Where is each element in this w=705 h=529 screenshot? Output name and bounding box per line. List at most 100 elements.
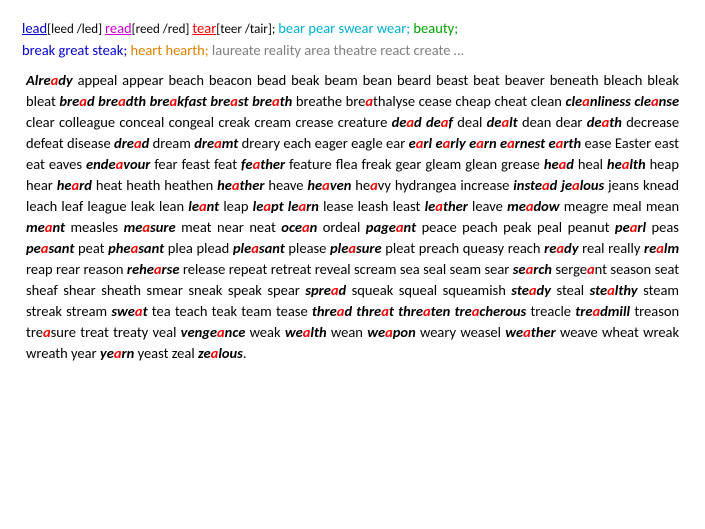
word: leave (472, 197, 503, 215)
word: pageant (366, 218, 416, 236)
word: pleat (385, 239, 415, 257)
word: meal (613, 197, 642, 215)
word: real (582, 239, 604, 257)
word: Easter (615, 134, 651, 152)
word: please (288, 239, 326, 257)
word: leak (131, 197, 155, 215)
word: heave (268, 176, 303, 194)
word: lean (159, 197, 184, 215)
word: beneath (550, 71, 599, 89)
word: mean (646, 197, 679, 215)
word: wreak (643, 323, 679, 341)
word: peace (422, 218, 457, 236)
word-list: Already appeal appear beach beacon bead … (22, 70, 683, 364)
word: stream (66, 302, 107, 320)
word: squeak (352, 281, 394, 299)
word: earth (549, 134, 582, 152)
word: disease (67, 134, 111, 152)
word: peat (78, 239, 105, 257)
word: heard (57, 176, 92, 194)
word: heal (578, 155, 603, 173)
word: queasy (463, 239, 504, 257)
word: earl (409, 134, 432, 152)
word: bleach (604, 71, 643, 89)
word: yearn (100, 344, 134, 362)
word: cheat (494, 92, 527, 110)
word: weather (505, 323, 556, 341)
word: dealt (487, 113, 518, 131)
word: weak (250, 323, 281, 341)
word: peasant (26, 239, 74, 257)
word: search (513, 260, 552, 278)
word: heavy (355, 176, 391, 194)
word: team (241, 302, 271, 320)
word: weasel (460, 323, 501, 341)
word: sheath (101, 281, 141, 299)
word: vengeance (181, 323, 246, 341)
word: sweat (111, 302, 147, 320)
word: ocean (281, 218, 317, 236)
header-line-2: break great steak; heart hearth; laureat… (22, 40, 683, 61)
word: plead (197, 239, 230, 257)
header-fragment: tear (192, 19, 216, 37)
word: feast (182, 155, 211, 173)
word: each (283, 134, 311, 152)
word: flea (336, 155, 358, 173)
word: beach (168, 71, 204, 89)
word: breathe (296, 92, 342, 110)
word: spread (305, 281, 346, 299)
header-fragment: [leed /led] (47, 22, 105, 37)
word: bead (257, 71, 286, 89)
word: reap (26, 260, 53, 278)
word: eager (315, 134, 348, 152)
header-fragment: laureate reality area theatre react crea… (212, 41, 464, 59)
word: meat (181, 218, 211, 236)
header-lines: lead[leed /led] read[reed /red] tear[tee… (22, 18, 683, 61)
word: threat (356, 302, 394, 320)
word: veal (153, 323, 177, 341)
word: sear (484, 260, 509, 278)
header-fragment: [teer /tair]; (216, 22, 278, 37)
header-fragment: bear pear swear wear; (278, 19, 413, 37)
word: hydrangea (395, 176, 457, 194)
word: crease (295, 113, 333, 131)
word: rear (56, 260, 80, 278)
word: seat (655, 260, 680, 278)
word: appear (122, 71, 163, 89)
word: heather (217, 176, 264, 194)
word: bleak (647, 71, 679, 89)
word: treaty (113, 323, 148, 341)
word: treadmill (575, 302, 630, 320)
word: eat (26, 155, 45, 173)
word: shear (63, 281, 96, 299)
header-fragment: [reed /red] (132, 22, 193, 37)
word: breast (210, 92, 248, 110)
word: dread (114, 134, 149, 152)
word: weapon (367, 323, 416, 341)
word: increase (460, 176, 509, 194)
word: pheasant (108, 239, 164, 257)
word: eagle (351, 134, 383, 152)
word: thread (312, 302, 352, 320)
word: heat (96, 176, 123, 194)
word: eaves (49, 155, 82, 173)
word: leach (26, 197, 57, 215)
word: reason (84, 260, 124, 278)
header-fragment: heart hearth; (130, 41, 211, 59)
word: squeamish (443, 281, 506, 299)
word: heaven (307, 176, 351, 194)
word: heathen (164, 176, 213, 194)
word: dear (556, 113, 583, 131)
word: really (608, 239, 640, 257)
word: grease (501, 155, 540, 173)
word: smear (146, 281, 182, 299)
word: measles (70, 218, 118, 236)
word: congeal (169, 113, 214, 131)
word: leap (223, 197, 248, 215)
word: wean (331, 323, 363, 341)
word: pleasure (330, 239, 382, 257)
word: beat (473, 71, 500, 89)
word: steal (556, 281, 584, 299)
word: bleat (26, 92, 56, 110)
word: treat (80, 323, 109, 341)
